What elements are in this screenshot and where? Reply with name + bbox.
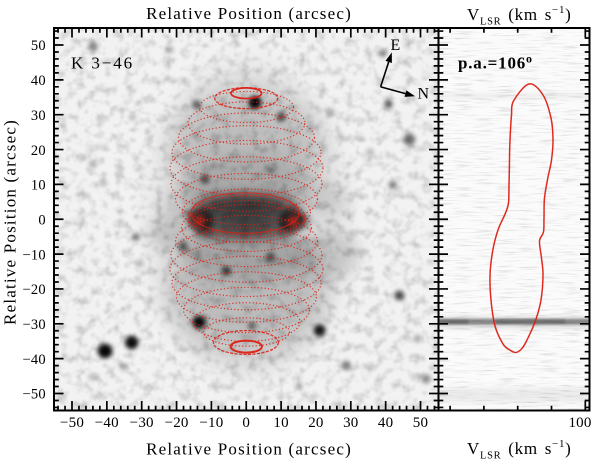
svg-text:−30: −30 [23, 317, 46, 333]
svg-text:−40: −40 [23, 352, 46, 368]
svg-text:40: 40 [31, 73, 46, 89]
svg-text:VLSR (km s−1): VLSR (km s−1) [467, 438, 572, 462]
svg-text:−40: −40 [95, 415, 119, 431]
svg-text:10: 10 [31, 178, 46, 194]
svg-text:100: 100 [568, 415, 591, 431]
svg-text:E: E [391, 37, 401, 54]
svg-text:−20: −20 [23, 282, 46, 298]
svg-text:50: 50 [31, 38, 46, 54]
svg-text:Relative Position (arcsec): Relative Position (arcsec) [1, 119, 20, 325]
svg-text:10: 10 [273, 415, 288, 431]
svg-text:0: 0 [38, 212, 45, 228]
svg-text:−10: −10 [23, 247, 46, 263]
svg-text:0: 0 [242, 415, 250, 431]
svg-text:N: N [418, 86, 430, 103]
svg-text:30: 30 [31, 108, 46, 124]
svg-text:30: 30 [343, 415, 358, 431]
svg-text:40: 40 [378, 415, 393, 431]
svg-text:50: 50 [413, 415, 428, 431]
svg-text:−10: −10 [199, 415, 223, 431]
svg-text:−30: −30 [130, 415, 154, 431]
svg-text:Relative Position (arcsec): Relative Position (arcsec) [146, 4, 352, 23]
svg-text:−50: −50 [23, 387, 46, 403]
svg-text:p.a.=106o: p.a.=106o [458, 52, 533, 73]
svg-text:20: 20 [308, 415, 323, 431]
svg-text:20: 20 [31, 143, 46, 159]
svg-text:−20: −20 [165, 415, 189, 431]
svg-text:−50: −50 [60, 415, 84, 431]
svg-text:Relative Position (arcsec): Relative Position (arcsec) [146, 440, 352, 459]
svg-text:K 3−46: K 3−46 [71, 54, 134, 73]
